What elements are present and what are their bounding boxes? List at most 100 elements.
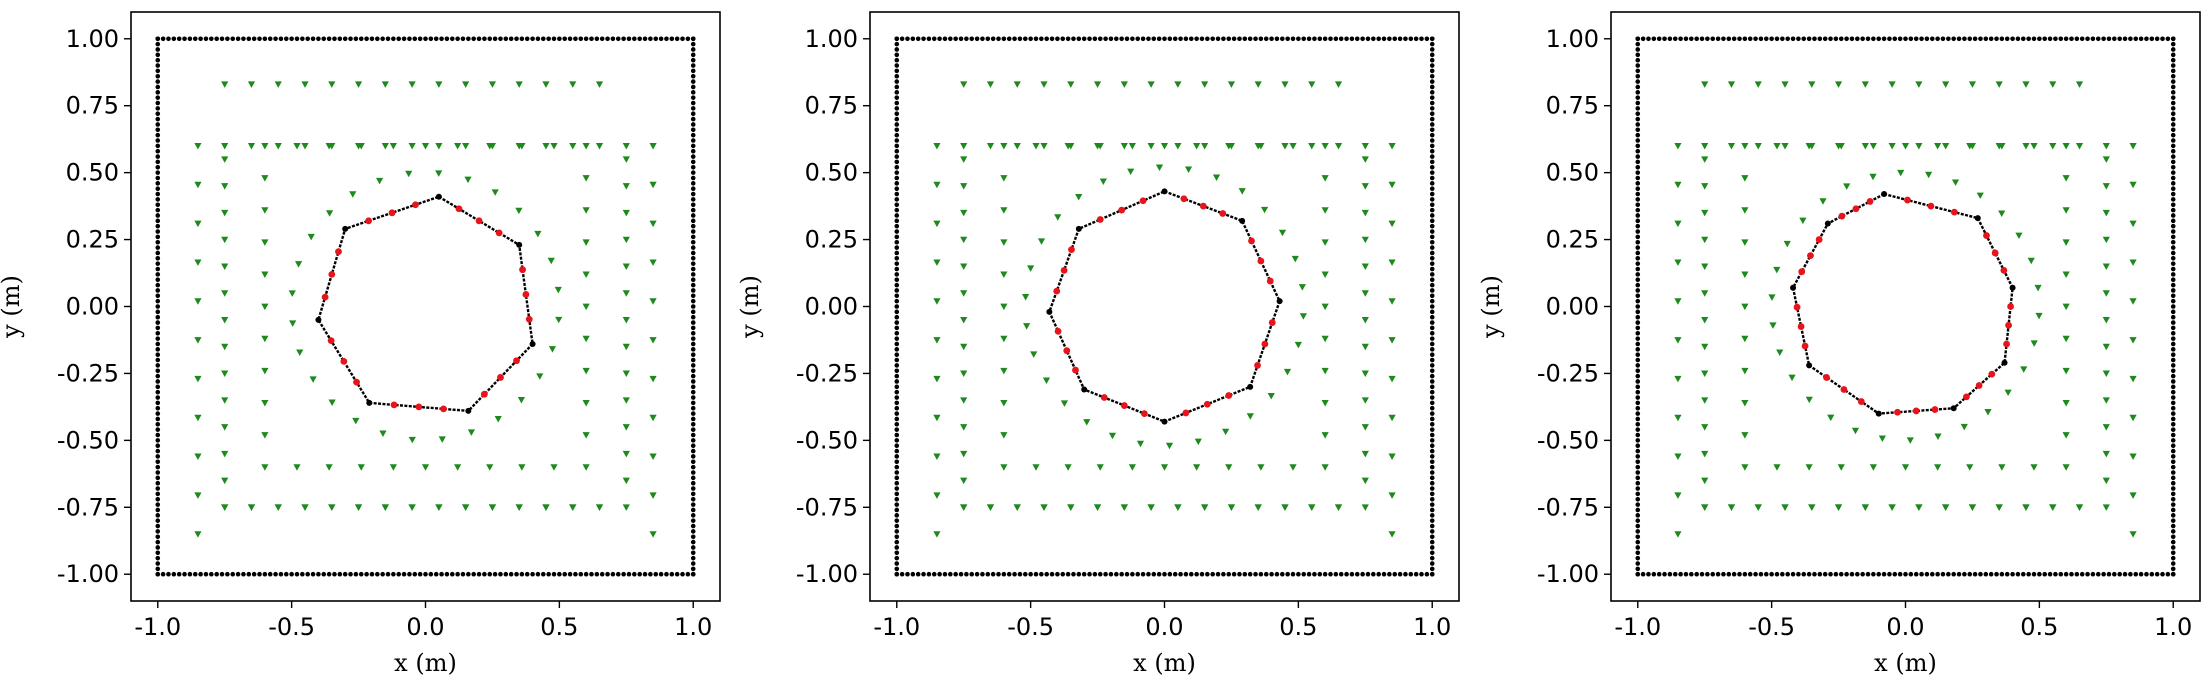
boundary-point: [1060, 571, 1066, 577]
boundary-point: [2170, 266, 2176, 272]
boundary-point: [1635, 464, 1641, 470]
boundary-point: [1635, 277, 1641, 283]
sensor-point: [1998, 464, 2006, 471]
boundary-point: [198, 36, 203, 42]
boundary-point: [1017, 571, 1023, 577]
polygon-point: [1139, 197, 1147, 205]
sensor-point: [1674, 531, 1682, 538]
boundary-point: [1429, 239, 1435, 245]
boundary-point: [899, 571, 905, 577]
boundary-point: [1092, 36, 1098, 42]
boundary-point: [1635, 432, 1641, 438]
boundary-point: [1429, 416, 1435, 422]
sensor-point: [547, 257, 555, 265]
boundary-point: [894, 223, 900, 229]
polygon-point: [481, 390, 488, 398]
boundary-point: [305, 36, 311, 42]
boundary-point: [1269, 36, 1274, 42]
boundary-point: [1285, 36, 1290, 42]
boundary-point: [894, 293, 900, 299]
sensor-point: [1834, 504, 1843, 511]
boundary-point: [1360, 571, 1365, 577]
boundary-point: [2138, 571, 2144, 577]
sensor-point: [1701, 504, 1709, 511]
boundary-point: [1071, 571, 1076, 577]
boundary-point: [690, 454, 696, 459]
boundary-point: [1429, 138, 1435, 143]
boundary-point: [396, 36, 402, 42]
boundary-point: [235, 36, 241, 42]
boundary-point: [155, 197, 161, 202]
boundary-point: [1429, 250, 1435, 256]
boundary-point: [690, 202, 696, 208]
sensor-point: [294, 261, 303, 268]
sensor-point: [1915, 504, 1923, 511]
sensor-point: [289, 320, 297, 327]
sensor-point: [1093, 81, 1102, 88]
y-tick-label: 0.50: [1546, 159, 1599, 187]
boundary-point: [155, 438, 161, 443]
polygon-markers: [315, 193, 536, 414]
boundary-point: [1049, 571, 1055, 577]
sensor-point: [1388, 492, 1396, 499]
boundary-point: [1081, 36, 1087, 42]
boundary-point: [530, 36, 535, 42]
boundary-point: [1071, 36, 1076, 42]
boundary-point: [1162, 571, 1167, 577]
polygon-vertex: [1974, 215, 1981, 222]
boundary-point: [155, 73, 161, 79]
boundary-point: [1172, 36, 1178, 42]
sensor-point: [1861, 81, 1869, 88]
sensor-point: [1000, 271, 1008, 278]
boundary-point: [476, 36, 482, 42]
boundary-point: [155, 539, 161, 545]
boundary-point: [2160, 571, 2165, 577]
boundary-point: [894, 400, 900, 406]
boundary-point: [690, 159, 696, 165]
boundary-point: [2170, 545, 2176, 550]
sensor-point: [960, 370, 968, 378]
boundary-point: [690, 486, 696, 491]
boundary-point: [1049, 36, 1055, 42]
sensor-point: [622, 236, 630, 244]
boundary-point: [2165, 571, 2171, 577]
boundary-point: [894, 443, 900, 449]
boundary-point: [1039, 571, 1044, 577]
boundary-point: [1817, 571, 1823, 577]
sensor-point: [1128, 464, 1136, 471]
boundary-point: [214, 571, 219, 577]
boundary-point: [690, 170, 696, 175]
boundary-point: [2095, 36, 2101, 42]
boundary-point: [1221, 571, 1226, 577]
boundary-point: [990, 36, 996, 42]
x-tick-label: -0.5: [1748, 613, 1795, 641]
boundary-point: [690, 373, 696, 379]
boundary-point: [1429, 389, 1435, 395]
boundary-point: [894, 422, 900, 427]
sensor-point: [435, 81, 443, 88]
sensor-point: [960, 397, 968, 404]
boundary-point: [690, 138, 696, 143]
boundary-point: [2063, 36, 2069, 42]
sensor-point: [1321, 432, 1329, 439]
boundary-point: [1635, 555, 1641, 561]
chart-panel-1: -1.0 -0.5 0.0 0.5 1.0-1.00-0.75-0.50-0.250.0…: [0, 11, 721, 675]
boundary-point: [690, 523, 696, 529]
polygon-point: [1852, 205, 1860, 213]
boundary-point: [1317, 36, 1323, 42]
boundary-point: [1838, 36, 1844, 42]
sensor-point: [1160, 142, 1169, 150]
boundary-point: [690, 304, 696, 309]
boundary-point: [969, 36, 975, 42]
boundary-point: [492, 36, 498, 42]
boundary-markers: [894, 36, 1435, 577]
boundary-point: [155, 127, 161, 133]
sensor-point: [933, 142, 941, 150]
boundary-point: [615, 36, 621, 42]
boundary-point: [2170, 73, 2176, 79]
polygon-vertex: [516, 241, 523, 248]
sensor-point: [1212, 174, 1221, 181]
boundary-point: [1635, 282, 1641, 288]
sensor-point: [2129, 142, 2137, 150]
sensor-point: [1773, 266, 1781, 274]
